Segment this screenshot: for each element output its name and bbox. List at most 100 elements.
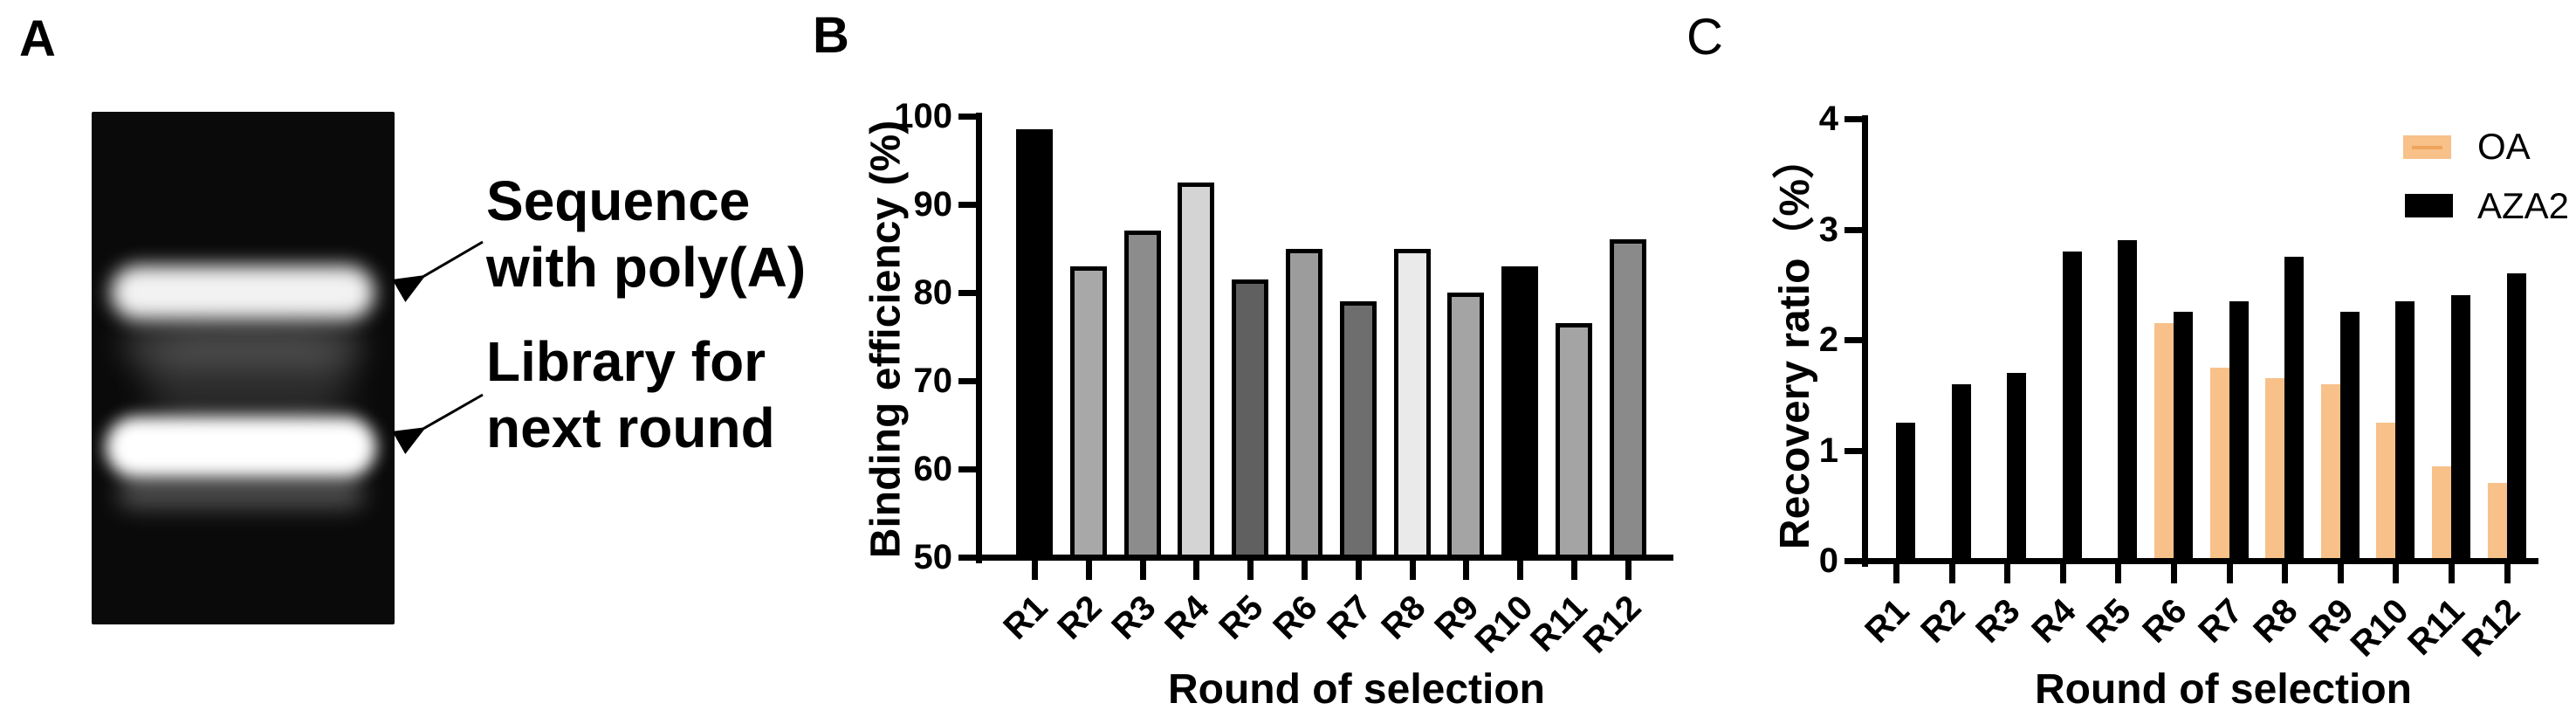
gel-band-lower-tail: [118, 479, 364, 508]
oa-bar-R9: [2321, 383, 2340, 563]
aza2-bar-R5: [2118, 240, 2137, 563]
c-x-tick: [2449, 564, 2455, 583]
b-y-tick-label: 80: [913, 273, 953, 312]
gel-band-lower: [106, 417, 376, 478]
b-y-tick-label: 90: [913, 185, 953, 224]
oa-bar-R7: [2210, 367, 2229, 563]
gel-band-upper: [111, 265, 374, 320]
c-x-tick: [2338, 564, 2344, 583]
c-y-tick-label: 4: [1818, 100, 1838, 138]
b-y-tick-label: 60: [913, 450, 953, 488]
oa-swatch-line: [2411, 146, 2443, 150]
annotation-library-line1: Library for: [486, 330, 766, 393]
oa-bar-R8: [2265, 378, 2284, 563]
c-x-tick: [2060, 564, 2066, 583]
oa-legend-swatch: [2403, 135, 2451, 159]
c-y-tick-label: 1: [1818, 431, 1838, 470]
b-x-tick: [1140, 561, 1146, 580]
aza2-bar-R7: [2229, 300, 2249, 563]
c-y-tick: [1844, 116, 1864, 122]
b-x-axis: [976, 555, 1673, 561]
c-y-axis: [1862, 115, 1868, 567]
annotation-sequence-line1: Sequence: [486, 169, 751, 232]
b-x-tick: [1086, 561, 1092, 580]
c-x-tick: [2504, 564, 2511, 583]
c-x-tick: [2282, 564, 2288, 583]
gel-image: [92, 112, 395, 624]
aza2-bar-R11: [2451, 295, 2470, 563]
b-y-tick-label: 100: [894, 97, 952, 135]
aza2-bar-R3: [2007, 372, 2026, 563]
arrow-upper-band: [392, 240, 484, 302]
b-y-tick: [958, 114, 978, 120]
c-x-tick: [1949, 564, 1955, 583]
panel-b-label: B: [813, 7, 849, 64]
b-x-tick: [1463, 561, 1469, 580]
c-y-tick-label: 3: [1818, 210, 1838, 249]
c-y-tick-label: 0: [1818, 541, 1838, 580]
aza2-bar-R10: [2395, 300, 2415, 563]
aza2-legend-swatch: [2405, 194, 2453, 217]
bar-R11: [1556, 323, 1592, 560]
annotation-sequence: Sequence with poly(A): [486, 168, 806, 300]
annotation-library-line2: next round: [486, 396, 775, 459]
c-x-tick: [2115, 564, 2121, 583]
b-x-tick: [1193, 561, 1199, 580]
annotation-sequence-line2: with poly(A): [486, 236, 807, 299]
bar-R6: [1286, 248, 1322, 560]
bar-R2: [1070, 265, 1107, 560]
oa-bar-R6: [2154, 323, 2174, 563]
b-y-tick: [958, 202, 978, 208]
bar-R10: [1501, 265, 1538, 560]
b-y-axis: [976, 113, 982, 563]
bar-R1: [1016, 129, 1053, 560]
c-x-tick: [2004, 564, 2010, 583]
oa-bar-R11: [2432, 466, 2451, 563]
b-y-tick: [958, 555, 978, 561]
b-y-tick-label: 70: [913, 362, 953, 400]
panel-c-label: C: [1686, 9, 1723, 65]
b-x-tick: [1302, 561, 1308, 580]
c-x-axis-title: Round of selection: [2035, 666, 2412, 713]
c-x-tick: [2227, 564, 2233, 583]
b-x-tick: [1571, 561, 1577, 580]
c-x-tick: [2393, 564, 2399, 583]
b-y-tick-label: 50: [913, 538, 953, 576]
b-y-tick: [958, 466, 978, 472]
b-x-tick: [1247, 561, 1254, 580]
c-x-axis: [1862, 558, 2538, 564]
aza2-bar-R4: [2063, 251, 2082, 563]
b-y-tick: [958, 290, 978, 296]
bar-R9: [1447, 293, 1484, 560]
bar-R7: [1340, 301, 1377, 560]
oa-bar-R10: [2376, 422, 2395, 563]
c-x-tick: [2171, 564, 2177, 583]
aza2-bar-R1: [1896, 422, 1915, 563]
b-y-tick: [958, 378, 978, 384]
bar-R8: [1394, 248, 1431, 560]
bar-R3: [1124, 231, 1161, 560]
b-y-axis-title: Binding efficiency (%): [862, 120, 910, 559]
c-y-tick: [1844, 337, 1864, 343]
c-y-tick: [1844, 447, 1864, 454]
annotation-library: Library for next round: [486, 328, 775, 461]
gel-smear: [146, 330, 351, 431]
b-x-tick: [1356, 561, 1362, 580]
b-x-tick: [1410, 561, 1416, 580]
panel-a-label: A: [19, 10, 56, 67]
b-x-tick: [1032, 561, 1038, 580]
arrow-lower-band: [392, 393, 484, 455]
oa-legend-label: OA: [2477, 126, 2531, 167]
c-x-tick: [1893, 564, 1899, 583]
c-y-tick: [1844, 226, 1864, 233]
aza2-bar-R9: [2340, 312, 2360, 563]
b-x-axis-title: Round of selection: [1168, 666, 1545, 713]
gel-band-upper-glow: [121, 323, 364, 369]
aza2-legend-label: AZA2: [2477, 185, 2570, 226]
bar-R4: [1178, 182, 1214, 560]
aza2-bar-R12: [2507, 273, 2526, 563]
c-y-tick-label: 2: [1818, 321, 1838, 359]
b-x-tick: [1625, 561, 1631, 580]
oa-bar-R12: [2488, 483, 2507, 563]
aza2-bar-R2: [1952, 383, 1971, 563]
